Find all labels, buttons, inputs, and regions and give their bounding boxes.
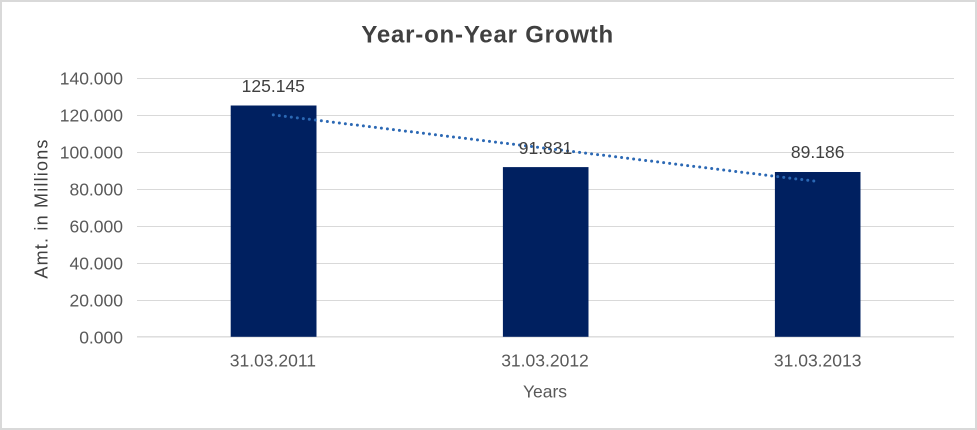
svg-text:125.145: 125.145 (242, 76, 305, 96)
svg-text:0.000: 0.000 (79, 328, 123, 348)
svg-text:31.03.2012: 31.03.2012 (501, 351, 589, 371)
svg-text:31.03.2013: 31.03.2013 (774, 351, 862, 371)
svg-text:Year-on-Year Growth: Year-on-Year Growth (361, 22, 614, 49)
svg-text:89.186: 89.186 (791, 142, 845, 162)
svg-text:Amt. in Millions: Amt. in Millions (31, 138, 51, 278)
svg-text:100.000: 100.000 (60, 143, 124, 163)
svg-text:60.000: 60.000 (69, 217, 123, 237)
svg-text:20.000: 20.000 (69, 291, 123, 311)
svg-text:80.000: 80.000 (69, 180, 123, 200)
svg-text:140.000: 140.000 (60, 69, 124, 89)
svg-text:31.03.2011: 31.03.2011 (230, 351, 316, 371)
svg-text:Years: Years (523, 381, 567, 401)
svg-text:120.000: 120.000 (60, 106, 124, 126)
svg-text:91.831: 91.831 (519, 138, 573, 158)
svg-text:40.000: 40.000 (69, 254, 123, 274)
